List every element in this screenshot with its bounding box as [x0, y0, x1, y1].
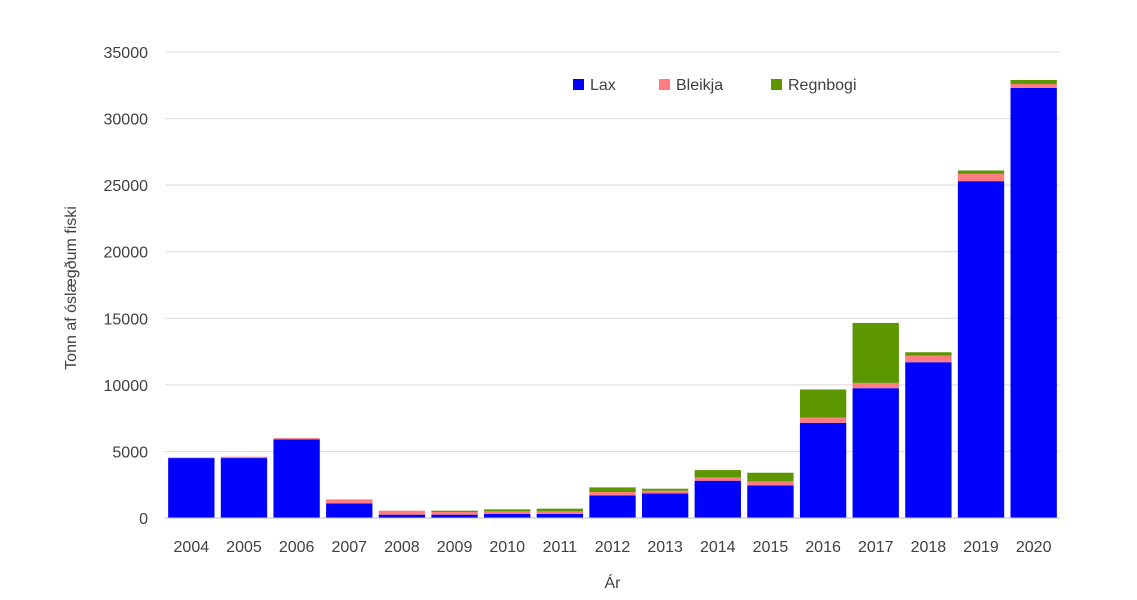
bar-regnbogi-2013: [641, 488, 689, 491]
x-tick-labels: 2004 2005 2006 2007 2008 2009 2010 2011 2012 2013…: [174, 539, 1052, 556]
y-tick-label: 25000: [104, 178, 149, 195]
bar-bleikja-2018: [905, 355, 952, 363]
x-axis-title: Ár: [605, 573, 622, 592]
x-tick-label: 2019: [963, 539, 999, 556]
x-tick-label: 2016: [805, 539, 841, 556]
bar-bleikja-2004: [168, 457, 215, 459]
legend-label-lax: Lax: [590, 77, 616, 94]
bar-bleikja-2016: [799, 417, 847, 423]
x-tick-label: 2012: [595, 539, 631, 556]
bar-lax-2004: [168, 458, 215, 518]
bar-lax-2018: [905, 362, 952, 518]
bar-regnbogi-2010: [484, 509, 531, 512]
bar-lax-2017: [852, 388, 899, 518]
bar-bleikja-2014: [694, 477, 741, 481]
bar-bleikja-2013: [641, 490, 689, 494]
y-axis-title: Tonn af óslægðum fiski: [63, 206, 80, 370]
y-tick-label: 20000: [104, 245, 149, 262]
bar-regnbogi-2019: [957, 170, 1005, 174]
bar-bleikja-2019: [957, 173, 1005, 182]
bar-bleikja-2010: [484, 511, 531, 515]
legend-label-regnbogi: Regnbogi: [788, 77, 857, 94]
bar-regnbogi-2017: [852, 322, 899, 383]
legend: Lax Bleikja Regnbogi: [573, 77, 857, 94]
bar-bleikja-2012: [589, 492, 636, 496]
y-tick-labels: 0 5000 10000 15000 20000 25000 30000 35000: [104, 45, 149, 528]
bar-regnbogi-2014: [694, 470, 741, 478]
bar-lax-2016: [799, 422, 847, 518]
x-tick-label: 2007: [331, 539, 367, 556]
bar-bleikja-2011: [536, 511, 584, 515]
gridlines: [165, 51, 1060, 452]
bar-lax-2007: [326, 503, 373, 518]
bar-lax-2020: [1010, 87, 1057, 518]
x-tick-label: 2009: [437, 539, 473, 556]
bar-lax-2019: [957, 181, 1005, 519]
bar-regnbogi-2011: [536, 508, 584, 512]
bar-lax-2009: [431, 514, 478, 518]
bar-lax-2015: [747, 485, 794, 518]
x-tick-label: 2006: [279, 539, 315, 556]
bar-lax-2005: [220, 458, 268, 518]
bar-lax-2013: [641, 493, 689, 518]
bar-bleikja-2007: [326, 499, 373, 504]
bar-lax-2014: [694, 480, 741, 518]
bar-regnbogi-2020: [1010, 79, 1057, 84]
bar-lax-2008: [378, 514, 426, 518]
legend-swatch-bleikja: [659, 79, 670, 90]
y-tick-label: 15000: [104, 311, 149, 328]
y-tick-label: 0: [139, 511, 148, 528]
bar-lax-2012: [589, 495, 636, 518]
x-tick-label: 2005: [226, 539, 262, 556]
x-tick-label: 2013: [647, 539, 683, 556]
y-tick-label: 35000: [104, 45, 149, 62]
bar-bleikja-2008: [378, 510, 426, 515]
bar-regnbogi-2018: [905, 352, 952, 356]
x-tick-label: 2010: [489, 539, 525, 556]
legend-swatch-regnbogi: [771, 79, 782, 90]
x-tick-label: 2011: [543, 539, 578, 556]
bar-regnbogi-2012: [589, 487, 636, 493]
x-tick-label: 2017: [858, 539, 894, 556]
y-tick-label: 10000: [104, 378, 149, 395]
x-tick-label: 2014: [700, 539, 736, 556]
y-tick-label: 5000: [112, 444, 148, 461]
bar-bleikja-2006: [273, 438, 320, 440]
bar-regnbogi-2009: [431, 510, 478, 513]
legend-swatch-lax: [573, 79, 584, 90]
bar-bleikja-2005: [220, 456, 268, 459]
x-tick-label: 2018: [911, 539, 947, 556]
y-tick-label: 30000: [104, 112, 149, 129]
bar-lax-2010: [484, 514, 531, 518]
legend-label-bleikja: Bleikja: [676, 77, 723, 94]
bar-bleikja-2009: [431, 512, 478, 515]
bar-bleikja-2020: [1010, 83, 1057, 88]
bar-bleikja-2017: [852, 382, 899, 389]
x-tick-label: 2008: [384, 539, 420, 556]
bar-regnbogi-2015: [747, 472, 794, 482]
x-tick-label: 2015: [753, 539, 789, 556]
x-tick-label: 2004: [174, 539, 210, 556]
bar-lax-2011: [536, 514, 584, 518]
x-tick-label: 2020: [1016, 539, 1052, 556]
bar-lax-2006: [273, 439, 320, 518]
bar-regnbogi-2016: [799, 389, 847, 418]
bars: [168, 79, 1057, 519]
bar-bleikja-2015: [747, 481, 794, 486]
